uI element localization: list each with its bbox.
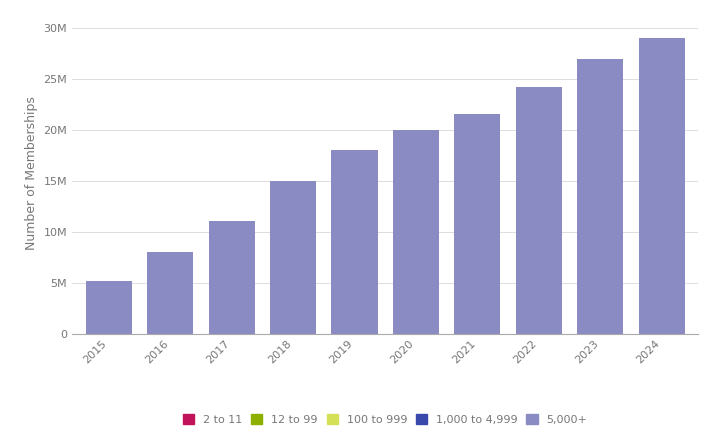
Legend: 2 to 11, 12 to 99, 100 to 999, 1,000 to 4,999, 5,000+: 2 to 11, 12 to 99, 100 to 999, 1,000 to … bbox=[179, 410, 592, 428]
Bar bbox=[86, 281, 132, 334]
Bar bbox=[209, 221, 255, 334]
Bar bbox=[393, 130, 439, 334]
Bar bbox=[639, 39, 685, 334]
Bar bbox=[516, 87, 562, 334]
Bar bbox=[577, 59, 624, 334]
Bar bbox=[270, 181, 316, 334]
Bar bbox=[454, 114, 500, 334]
Bar bbox=[331, 150, 377, 334]
Bar bbox=[147, 253, 193, 334]
Y-axis label: Number of Memberships: Number of Memberships bbox=[24, 96, 38, 250]
